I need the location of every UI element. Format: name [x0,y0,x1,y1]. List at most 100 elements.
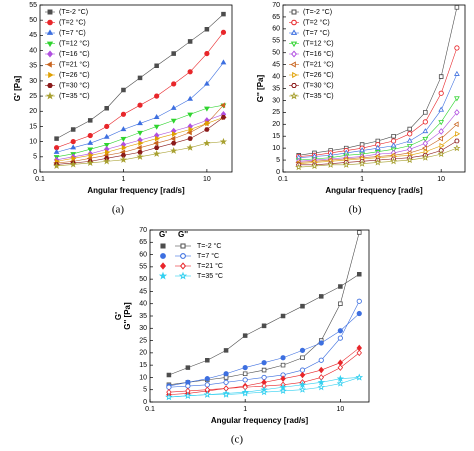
y-tick-label: 5 [33,154,37,161]
data-point [327,161,335,168]
data-point [454,45,460,51]
data-point [171,51,176,56]
series [53,115,227,167]
data-point [223,371,229,377]
data-point [438,90,444,96]
data-point [423,110,428,115]
legend-marker [180,253,186,259]
data-point [172,131,178,137]
legend-label: T=-2 °C [197,242,221,250]
legend-marker [179,262,187,270]
data-point [87,132,93,139]
y-tick-label: 25 [139,337,147,344]
series [295,144,461,171]
data-point [204,376,210,382]
data-point [407,126,412,132]
data-point [121,87,126,93]
data-point [295,163,303,171]
data-point [70,139,76,145]
legend-marker [159,262,167,270]
data-point [374,144,381,150]
data-point [104,105,109,111]
data-point [437,150,445,158]
legend-marker [46,61,52,68]
legend-marker [291,9,297,15]
data-point [105,149,111,156]
data-point [338,284,343,289]
legend-label: (T=30 °C) [303,81,334,89]
data-point [337,328,343,334]
x-tick-label: 10 [336,406,344,413]
x-tick-label: 0.1 [35,176,45,183]
y-tick-label: 15 [29,123,37,130]
data-point [374,158,382,166]
data-point [219,137,228,145]
y-tick-label: 65 [272,14,280,21]
legend-label: (T=2 °C) [59,18,86,26]
data-point [242,377,248,383]
x-tick-label: 0.1 [145,406,155,413]
legend-marker [291,83,297,88]
y-tick-label: 70 [272,2,280,9]
y-tick-label: 55 [29,2,37,9]
series [295,70,460,160]
data-point [454,5,460,10]
legend-marker [178,271,188,280]
legend-label: T=7 °C [197,252,219,260]
data-point [337,335,343,341]
y-axis-label: G'' [Pa] [256,74,265,102]
data-point [358,159,366,167]
legend-marker [47,19,53,26]
data-point [120,111,127,117]
y-tick-label: 60 [139,251,147,258]
data-point [69,160,77,168]
data-point [438,106,445,112]
data-point [299,371,306,379]
data-point [317,378,325,386]
legend-marker [290,41,298,48]
y-tick-label: 45 [139,288,147,295]
data-point [153,149,161,157]
data-point [318,357,324,363]
data-point [204,382,210,388]
y-tick-label: 30 [272,97,280,104]
data-point [187,39,193,44]
legend-label: (T=35 °C) [303,92,334,100]
data-point [87,139,94,145]
data-point [223,379,229,385]
data-point [317,383,325,391]
data-point [220,102,226,109]
legend-marker [160,253,166,259]
y-tick-label: 20 [29,108,37,115]
data-point [342,161,350,168]
data-point [261,323,267,329]
legend-marker [47,9,53,15]
legend-label: (T=16 °C) [303,50,334,58]
y-tick-label: 55 [272,38,280,45]
data-point [205,357,210,363]
y-tick-label: 35 [139,313,147,320]
y-tick-label: 50 [272,50,280,57]
data-point [280,375,286,382]
series [54,11,226,141]
data-point [221,11,226,17]
data-point [203,390,211,398]
data-point [52,162,61,169]
y-tick-label: 25 [29,93,37,100]
y-tick-label: 10 [29,138,37,145]
y-tick-label: 10 [139,374,147,381]
data-point [407,131,413,137]
data-point [187,69,193,75]
x-tick-label: 10 [203,176,211,183]
data-point [88,152,94,159]
legend-marker [291,50,297,58]
data-point [299,367,306,373]
y-tick-label: 20 [139,350,147,357]
data-point [136,144,142,151]
data-point [137,120,143,126]
legend-marker [47,50,53,58]
data-point [422,140,429,147]
x-axis-label: Angular frequency [rad/s] [325,186,423,195]
data-point [53,148,60,154]
